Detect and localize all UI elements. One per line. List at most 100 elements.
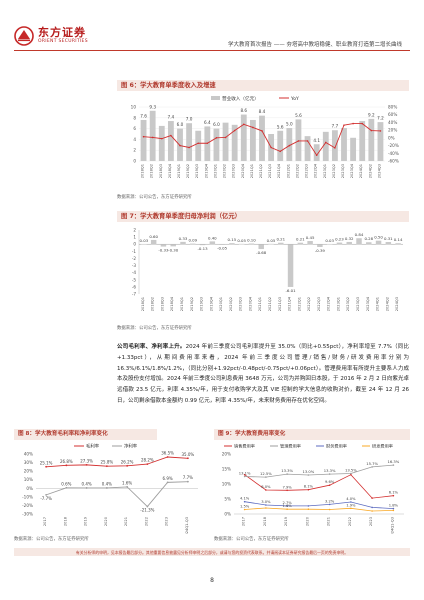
net-margin-label: 6.9% bbox=[163, 476, 173, 481]
revenue-bar bbox=[331, 130, 338, 161]
legend-label-finance-ratio: 财务费用率 bbox=[326, 443, 347, 450]
bar-data-label: 6.0 bbox=[177, 122, 184, 127]
x-tick-label: 2022Q4 bbox=[327, 296, 331, 311]
bar-data-label: -0.39 bbox=[315, 248, 326, 253]
ratio-data-label: 1.9% bbox=[346, 503, 356, 507]
yoy-point bbox=[206, 142, 209, 145]
admin-ratio-point bbox=[328, 473, 331, 475]
ratio-data-label: 16.3% bbox=[388, 460, 400, 464]
x-tick-label: 2020Q4 bbox=[241, 163, 245, 178]
net-margin-point bbox=[65, 486, 68, 489]
x-tick-label: 2019Q1 bbox=[177, 164, 181, 178]
bar-data-label: 7.7 bbox=[332, 124, 339, 129]
x-tick-label: 2021Q3 bbox=[268, 164, 272, 178]
ratio-data-label: 3.2% bbox=[325, 499, 335, 503]
disclaimer-bar: 有关分析师的申明，见本报告最后部分。其他重要信息披露见分析师申明之后部分，或请与… bbox=[14, 548, 410, 556]
y-tick-label: -6 bbox=[132, 284, 137, 289]
profit-bar bbox=[209, 241, 216, 245]
body-paragraph: 公司毛利率、净利率上升。2024 年前三季度公司毛利率提升至 35.0%（同比+… bbox=[117, 342, 409, 407]
ratio-data-label: 7.9% bbox=[282, 485, 292, 489]
bar-data-label: 0.03 bbox=[325, 238, 334, 243]
ratio-data-label: 2.7% bbox=[282, 501, 292, 505]
finance-ratio-point bbox=[265, 504, 267, 506]
y-tick-label: 8 bbox=[133, 115, 136, 120]
net-margin-label: 1.6% bbox=[122, 480, 132, 485]
admin-ratio-point bbox=[265, 476, 267, 478]
x-tick-label: 2024Q3 bbox=[395, 297, 399, 311]
profit-bar bbox=[385, 242, 392, 245]
x-tick-label: 2022Q3 bbox=[317, 297, 321, 311]
logo-chinese: 东方证券 bbox=[38, 26, 86, 40]
x-tick-label: 2023Q3 bbox=[356, 297, 360, 311]
profit-bar bbox=[346, 241, 352, 245]
x-tick-label: 2021Q4 bbox=[277, 163, 281, 178]
x-tick-label: 2022 bbox=[348, 517, 352, 526]
y2-tick-label: 80% bbox=[388, 105, 397, 110]
revenue-bar bbox=[149, 110, 156, 161]
x-tick-label: 2022Q3 bbox=[305, 164, 309, 178]
ratio-data-label: 12.5% bbox=[260, 472, 272, 476]
profit-bar bbox=[238, 243, 245, 245]
profit-bar bbox=[180, 241, 186, 245]
x-tick-label: 2023Q1 bbox=[323, 164, 327, 178]
x-tick-label: 2024Q1-Q3 bbox=[390, 517, 394, 534]
yoy-point bbox=[297, 140, 300, 142]
ratio-data-label: 8.0% bbox=[261, 485, 271, 489]
bar-data-label: 6.0 bbox=[213, 122, 220, 127]
yoy-point bbox=[170, 134, 172, 137]
profit-bar bbox=[297, 242, 304, 245]
y-tick-label: -1 bbox=[132, 249, 137, 254]
revenue-bar bbox=[259, 115, 265, 161]
figure9-source: 数据来源：公司公告，东方证券研究所 bbox=[214, 537, 289, 542]
x-tick-label: 2018 bbox=[263, 516, 267, 526]
yoy-point bbox=[270, 146, 272, 149]
y-tick-label: 0 bbox=[133, 242, 136, 247]
x-tick-label: 2017 bbox=[43, 517, 47, 526]
profit-bar bbox=[141, 244, 147, 245]
bar-data-label: 0.05 bbox=[267, 238, 276, 243]
x-tick-label: 2018Q3 bbox=[160, 297, 164, 311]
x-tick-label: 2020Q2 bbox=[223, 164, 227, 178]
gross-margin-label: 35.0% bbox=[182, 452, 195, 457]
yoy-point bbox=[142, 135, 145, 138]
x-tick-label: 2019Q2 bbox=[190, 297, 194, 311]
gross-margin-point bbox=[166, 456, 169, 458]
bar-data-label: 0.21 bbox=[296, 237, 305, 242]
y-tick-label: 5% bbox=[224, 497, 231, 502]
revenue-bar bbox=[186, 123, 193, 161]
finance-ratio-line bbox=[244, 501, 394, 509]
sales-ratio-point bbox=[350, 473, 352, 476]
profit-bar bbox=[170, 244, 176, 247]
rd-ratio-point bbox=[286, 508, 288, 510]
rd-ratio-point bbox=[350, 507, 352, 510]
x-tick-label: 2023 bbox=[369, 517, 373, 526]
yoy-point bbox=[252, 126, 254, 129]
x-tick-label: 2022Q1 bbox=[286, 164, 290, 178]
x-tick-label: 2021Q1 bbox=[258, 297, 262, 311]
admin-ratio-point bbox=[392, 464, 395, 466]
yoy-point bbox=[179, 144, 181, 147]
net-margin-point bbox=[45, 493, 48, 496]
x-tick-label: 2020Q3 bbox=[239, 297, 243, 311]
admin-ratio-line bbox=[244, 464, 394, 478]
yoy-point bbox=[288, 144, 291, 147]
x-tick-label: 2024Q1-Q3 bbox=[185, 517, 189, 534]
legend-label-sales-ratio: 销售费用率 bbox=[234, 443, 255, 450]
legend-swatch-revenue bbox=[211, 96, 220, 100]
revenue-bar bbox=[222, 122, 229, 161]
net-margin-point bbox=[85, 487, 88, 489]
gross-margin-label: 25.1% bbox=[40, 460, 53, 465]
y-tick-label: 15% bbox=[222, 467, 231, 472]
revenue-bar bbox=[195, 130, 202, 161]
y-tick-label: -2 bbox=[132, 256, 137, 261]
profit-bar bbox=[375, 240, 382, 245]
bar-data-label: 0.33 bbox=[179, 236, 188, 241]
rd-ratio-point bbox=[265, 507, 267, 509]
revenue-bar bbox=[350, 137, 357, 161]
profit-bar bbox=[248, 243, 255, 245]
bar-data-label: -0.68 bbox=[256, 250, 267, 255]
net-margin-label: 0.4% bbox=[82, 481, 92, 486]
sales-ratio-point bbox=[392, 494, 395, 497]
bar-data-label: 7.0 bbox=[186, 117, 193, 122]
revenue-bar bbox=[341, 128, 347, 161]
